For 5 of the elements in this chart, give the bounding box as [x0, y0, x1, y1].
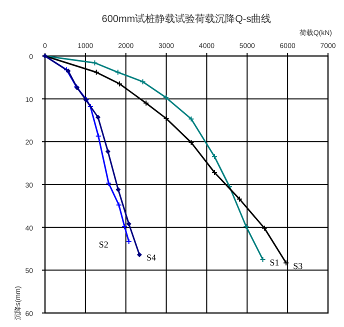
series-label: S1 [270, 257, 280, 268]
series-label: S4 [146, 252, 156, 263]
series-label: S3 [293, 260, 304, 271]
text: S2 [98, 239, 108, 250]
chart-title: 600mm试桩静载试验荷载沉降Q-s曲线 [102, 13, 272, 25]
